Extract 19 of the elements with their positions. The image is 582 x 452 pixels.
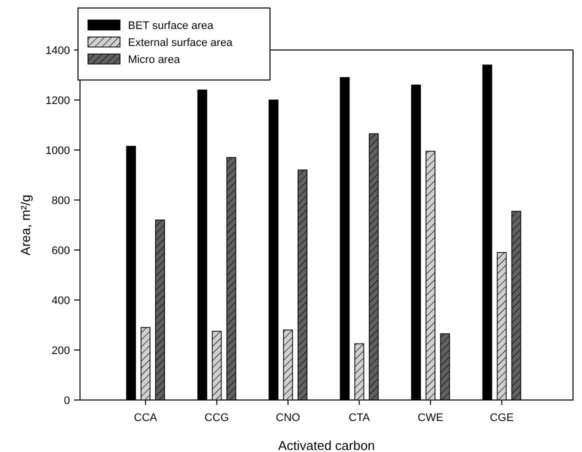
y-tick-label: 400	[52, 294, 70, 307]
y-tick-label: 1400	[46, 44, 70, 57]
x-tick-label: CTA	[348, 412, 371, 424]
x-tick-label: CCG	[204, 412, 230, 424]
y-tick-label: 1200	[46, 94, 70, 107]
y-tick-label: 1000	[46, 144, 70, 157]
legend-label: BET surface area	[128, 20, 214, 32]
y-tick-label: 200	[52, 344, 70, 357]
x-axis-title: Activated carbon	[278, 438, 375, 452]
y-tick-label: 800	[52, 194, 70, 207]
y-axis-title: Area, m²/g	[18, 194, 33, 256]
x-tick-label: CNO	[276, 412, 301, 424]
x-tick-label: CWE	[418, 412, 444, 424]
y-tick-label: 0	[64, 394, 70, 407]
legend-label: Micro area	[128, 54, 181, 66]
legend-label: External surface area	[128, 36, 234, 49]
x-tick-label: CCA	[134, 412, 158, 424]
y-tick-label: 600	[52, 244, 70, 257]
x-tick-label: CGE	[490, 412, 514, 424]
